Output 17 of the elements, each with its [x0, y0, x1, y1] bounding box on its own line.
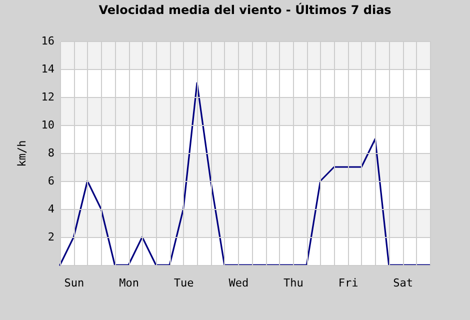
y-tick-label: 8 — [48, 146, 54, 160]
x-tick-label: Sat — [393, 276, 414, 290]
x-tick-label: Tue — [174, 276, 194, 290]
y-tick-label: 2 — [48, 230, 54, 244]
y-tick-label: 4 — [48, 202, 55, 216]
y-tick-label: 10 — [41, 118, 54, 132]
x-tick-label: Wed — [228, 276, 249, 290]
y-axis-title: km/h — [15, 140, 28, 167]
y-tick-label: 14 — [41, 62, 55, 76]
x-tick-label: Mon — [119, 276, 139, 290]
x-tick-label: Fri — [338, 276, 358, 290]
y-tick-label: 16 — [41, 34, 54, 48]
chart-title: Velocidad media del viento - Últimos 7 dias — [98, 2, 392, 17]
y-tick-label: 6 — [48, 174, 54, 188]
x-tick-label: Thu — [284, 276, 304, 290]
y-tick-label: 12 — [41, 90, 54, 104]
x-tick-label: Sun — [64, 276, 84, 290]
